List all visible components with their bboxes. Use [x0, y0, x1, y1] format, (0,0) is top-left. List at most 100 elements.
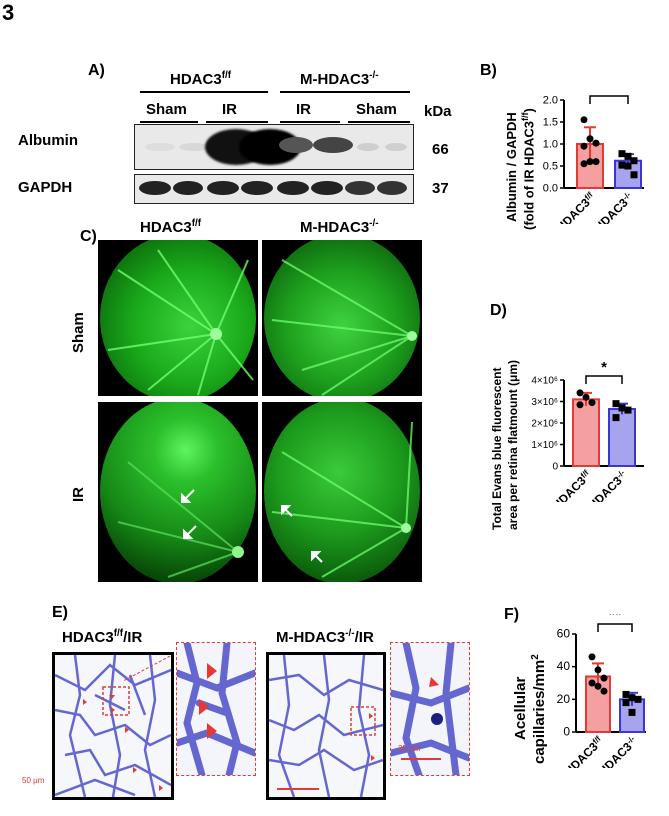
y-tick-label: 0 [552, 462, 558, 473]
data-point [630, 157, 638, 165]
chart-d-ylabel-1: Total Evans blue fluorescent [490, 367, 504, 530]
x-category-label: HDAC3f/f [554, 190, 599, 224]
wb-lane-sham-1: Sham [146, 101, 187, 118]
significance-bracket [585, 375, 623, 384]
y-tick-label: 60 [557, 627, 571, 641]
data-point [622, 690, 630, 698]
data-point [580, 160, 588, 168]
data-point [612, 414, 620, 422]
y-tick-label: 0.5 [543, 161, 558, 173]
wb-albumin-strip [134, 124, 414, 170]
data-point [622, 699, 630, 707]
chart-d-ylabel-2: area per retina flatmount (μm) [506, 359, 520, 530]
histology-zoom-mhdac3-ir [390, 642, 470, 776]
significance-bracket [597, 623, 633, 632]
chart-d: 0 1×10⁶ 2×10⁶ 3×10⁶ 4×10⁶ * HDAC3f/f M-HDAC3-/- [520, 359, 648, 523]
data-point [618, 161, 626, 169]
chart-f-ylabel-1: Acellular [512, 676, 529, 740]
y-tick-label: 1×10⁶ [531, 440, 558, 451]
y-tick-label: 3×10⁶ [531, 397, 558, 408]
wb-lane-line [348, 121, 410, 123]
wb-lane-line [280, 121, 340, 123]
chart-b: 0.00.51.01.52.0*HDAC3f/fM-HDAC3-/- [538, 79, 648, 245]
bar-1 [572, 398, 600, 467]
significance-bracket [589, 95, 629, 104]
wb-lane-line [206, 121, 268, 123]
histo-scale-50: 50 μm [22, 776, 45, 785]
y-tick-label: 0 [563, 725, 570, 739]
chart-b-ylabel-2: (fold of IR HDAC3f/f) [520, 108, 537, 230]
y-tick-label: 4×10⁶ [531, 376, 558, 387]
wb-lane-ir-1: IR [222, 101, 237, 118]
wb-gapdh-label: GAPDH [18, 179, 73, 196]
wb-group1-line [140, 91, 268, 93]
data-point [580, 116, 588, 124]
y-tick-label: 2×10⁶ [531, 419, 558, 430]
retina-image-hdac3-ir [98, 402, 258, 582]
y-tick-label: 0.0 [543, 183, 558, 195]
x-category-label: HDAC3f/f [562, 734, 607, 768]
histology-image-hdac3-ir [52, 652, 174, 800]
retina-row1-label: Sham [70, 312, 87, 353]
wb-group2-label: M-HDAC3-/- [300, 70, 379, 88]
data-point [580, 142, 588, 150]
data-point [628, 708, 636, 716]
panel-a-letter: A) [88, 62, 105, 79]
data-point [624, 406, 632, 414]
chart-b-ylabel-1: Albumin / GAPDH [504, 112, 519, 222]
x-category-label: HDAC3f/f [550, 468, 595, 502]
y-tick-label: 40 [557, 659, 571, 673]
data-point [592, 139, 600, 147]
retina-image-mhdac3-sham [262, 240, 422, 396]
significance-label: ** [608, 614, 622, 624]
data-point [576, 389, 584, 397]
data-point [586, 158, 594, 166]
y-tick-label: 1.5 [543, 117, 558, 129]
data-point [624, 162, 632, 170]
y-tick-label: 1.0 [543, 139, 558, 151]
retina-col1-label: HDAC3f/f [140, 218, 202, 236]
histo-title-1: HDAC3f/f/IR [62, 628, 143, 646]
data-point [624, 152, 632, 160]
figure-number: 3 [2, 0, 15, 25]
y-tick-label: 2.0 [543, 95, 558, 107]
data-point [588, 399, 596, 407]
wb-albumin-label: Albumin [18, 132, 78, 149]
bar-2 [608, 408, 636, 467]
chart-f: 0 20 40 60 ** HDAC3f/f M-HDAC3-/- [550, 605, 650, 789]
significance-label: * [601, 362, 607, 376]
data-point [592, 158, 600, 166]
retina-row2-label: IR [70, 487, 87, 502]
histo-scale-25: 25 μm [398, 744, 421, 753]
data-point [600, 687, 608, 695]
wb-group2-line [280, 91, 410, 93]
data-point [582, 393, 590, 401]
panel-d-letter: D) [490, 302, 507, 319]
data-point [618, 404, 626, 412]
data-point [576, 401, 584, 409]
wb-group1-label: HDAC3f/f [170, 70, 232, 88]
panel-c-letter: C) [80, 228, 97, 245]
data-point [600, 674, 608, 682]
retina-image-mhdac3-ir [262, 402, 422, 582]
panel-b-letter: B) [480, 62, 497, 79]
y-tick-label: 20 [557, 692, 571, 706]
significance-label: * [606, 92, 612, 96]
retina-col2-label: M-HDAC3-/- [300, 218, 379, 236]
panel-f-letter: F) [504, 606, 520, 623]
wb-lane-sham-2: Sham [356, 101, 397, 118]
wb-gapdh-strip [134, 174, 414, 204]
wb-albumin-kda: 66 [432, 141, 449, 158]
data-point [594, 682, 602, 690]
data-point [588, 653, 596, 661]
data-point [586, 135, 594, 143]
histology-image-mhdac3-ir [266, 652, 386, 800]
data-point [618, 150, 626, 158]
histology-zoom-hdac3-ir [176, 642, 256, 776]
panel-e-letter: E) [52, 604, 68, 621]
wb-kda-label: kDa [424, 103, 452, 120]
wb-lane-line [140, 121, 198, 123]
data-point [634, 695, 642, 703]
